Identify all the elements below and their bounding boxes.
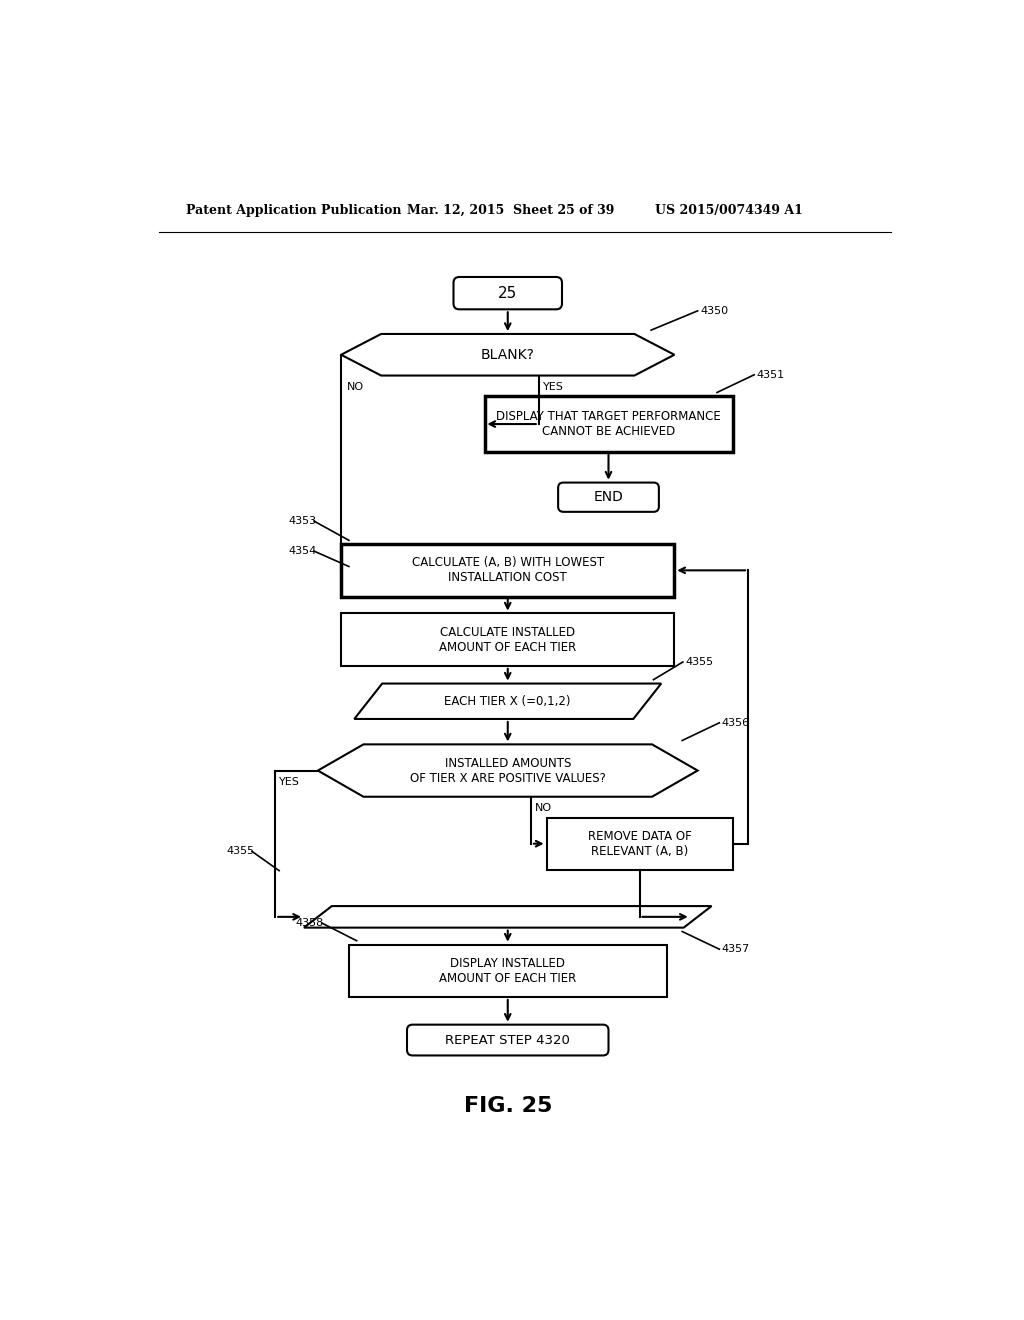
Text: REPEAT STEP 4320: REPEAT STEP 4320 xyxy=(445,1034,570,1047)
Text: DISPLAY THAT TARGET PERFORMANCE
CANNOT BE ACHIEVED: DISPLAY THAT TARGET PERFORMANCE CANNOT B… xyxy=(496,411,721,438)
Text: NO: NO xyxy=(347,381,365,392)
Bar xyxy=(547,817,732,870)
Text: NO: NO xyxy=(535,803,552,813)
Text: 4357: 4357 xyxy=(722,944,750,954)
Bar xyxy=(484,396,732,451)
Text: REMOVE DATA OF
RELEVANT (A, B): REMOVE DATA OF RELEVANT (A, B) xyxy=(588,830,691,858)
Text: Mar. 12, 2015  Sheet 25 of 39: Mar. 12, 2015 Sheet 25 of 39 xyxy=(407,205,614,218)
Text: INSTALLED AMOUNTS
OF TIER X ARE POSITIVE VALUES?: INSTALLED AMOUNTS OF TIER X ARE POSITIVE… xyxy=(410,756,605,784)
Polygon shape xyxy=(304,906,712,928)
Text: END: END xyxy=(594,490,624,504)
Text: FIG. 25: FIG. 25 xyxy=(464,1096,552,1115)
Text: EACH TIER X (=0,1,2): EACH TIER X (=0,1,2) xyxy=(444,694,571,708)
Text: CALCULATE (A, B) WITH LOWEST
INSTALLATION COST: CALCULATE (A, B) WITH LOWEST INSTALLATIO… xyxy=(412,556,604,585)
Text: Patent Application Publication: Patent Application Publication xyxy=(186,205,401,218)
FancyBboxPatch shape xyxy=(407,1024,608,1056)
Text: 4356: 4356 xyxy=(722,718,750,727)
Text: DISPLAY INSTALLED
AMOUNT OF EACH TIER: DISPLAY INSTALLED AMOUNT OF EACH TIER xyxy=(439,957,577,985)
Text: 4355: 4355 xyxy=(685,657,714,667)
Text: CALCULATE INSTALLED
AMOUNT OF EACH TIER: CALCULATE INSTALLED AMOUNT OF EACH TIER xyxy=(439,626,577,653)
Bar xyxy=(349,945,667,997)
Polygon shape xyxy=(354,684,662,719)
Text: YES: YES xyxy=(280,776,300,787)
Bar xyxy=(341,544,675,597)
FancyBboxPatch shape xyxy=(558,483,658,512)
Text: 4351: 4351 xyxy=(757,370,784,380)
Polygon shape xyxy=(341,334,675,376)
Text: US 2015/0074349 A1: US 2015/0074349 A1 xyxy=(655,205,803,218)
Text: 4350: 4350 xyxy=(700,306,728,315)
Bar xyxy=(341,614,675,665)
Text: 4355: 4355 xyxy=(226,846,254,857)
Text: 4354: 4354 xyxy=(288,546,316,556)
Text: 4358: 4358 xyxy=(296,917,324,928)
Text: BLANK?: BLANK? xyxy=(481,347,535,362)
Text: 4353: 4353 xyxy=(288,516,316,527)
FancyBboxPatch shape xyxy=(454,277,562,309)
Text: YES: YES xyxy=(543,381,563,392)
Polygon shape xyxy=(317,744,697,797)
Text: 25: 25 xyxy=(498,285,517,301)
